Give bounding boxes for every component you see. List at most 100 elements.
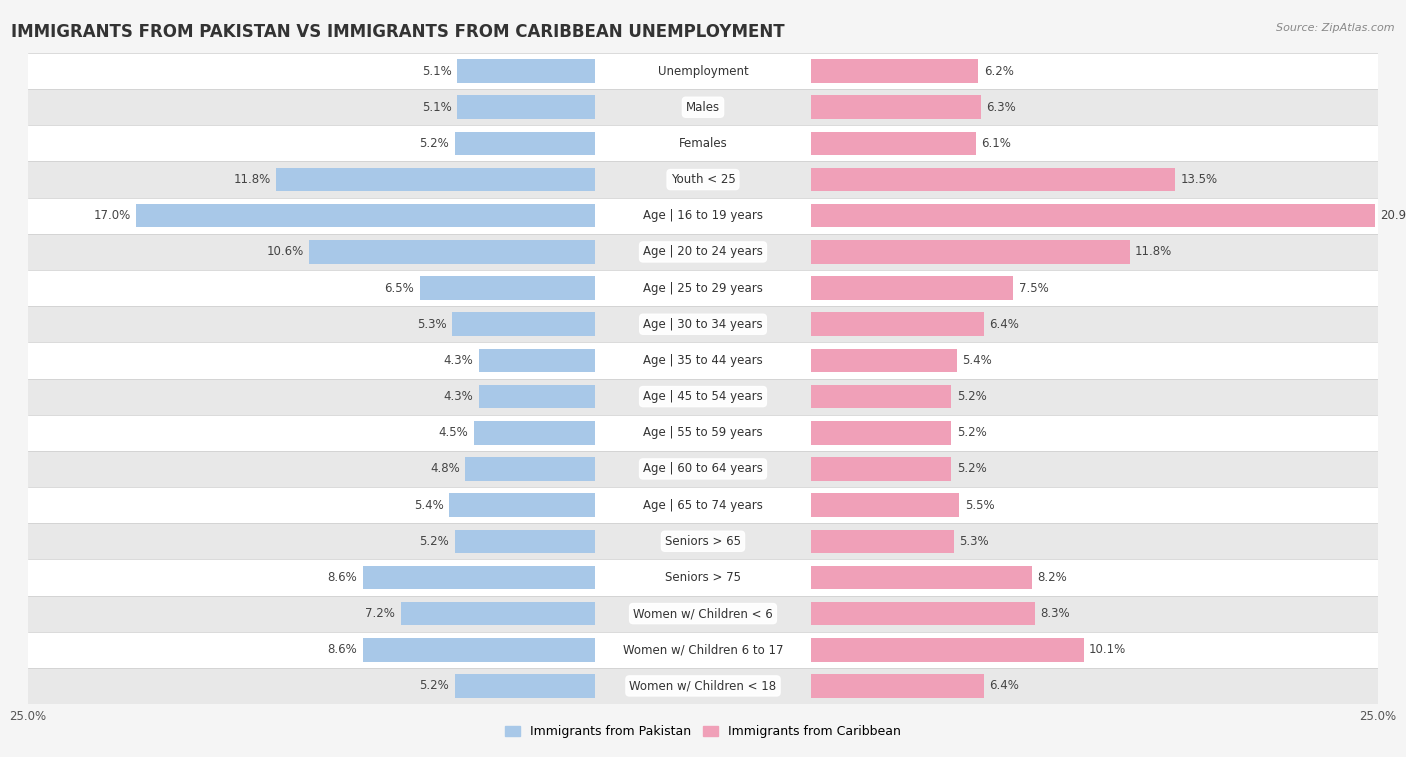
Text: Females: Females — [679, 137, 727, 150]
Text: Source: ZipAtlas.com: Source: ZipAtlas.com — [1277, 23, 1395, 33]
Bar — [811, 313, 984, 336]
Bar — [450, 494, 595, 517]
Bar — [811, 204, 1375, 228]
Text: 5.2%: 5.2% — [956, 463, 987, 475]
Bar — [363, 565, 595, 589]
Bar — [451, 313, 595, 336]
Bar — [28, 451, 1378, 487]
Text: 10.1%: 10.1% — [1090, 643, 1126, 656]
Text: Women w/ Children < 6: Women w/ Children < 6 — [633, 607, 773, 620]
Text: Women w/ Children < 18: Women w/ Children < 18 — [630, 680, 776, 693]
Text: Age | 30 to 34 years: Age | 30 to 34 years — [643, 318, 763, 331]
Bar — [811, 602, 1035, 625]
Text: 5.2%: 5.2% — [419, 137, 450, 150]
Text: 7.5%: 7.5% — [1019, 282, 1049, 294]
Text: Age | 65 to 74 years: Age | 65 to 74 years — [643, 499, 763, 512]
Bar — [465, 457, 595, 481]
Bar — [28, 668, 1378, 704]
Bar — [811, 565, 1032, 589]
Text: Age | 25 to 29 years: Age | 25 to 29 years — [643, 282, 763, 294]
Bar — [811, 168, 1175, 192]
Text: 6.4%: 6.4% — [990, 680, 1019, 693]
Text: 20.9%: 20.9% — [1381, 209, 1406, 223]
Bar — [811, 276, 1014, 300]
Text: IMMIGRANTS FROM PAKISTAN VS IMMIGRANTS FROM CARIBBEAN UNEMPLOYMENT: IMMIGRANTS FROM PAKISTAN VS IMMIGRANTS F… — [11, 23, 785, 41]
Bar — [28, 53, 1378, 89]
Bar — [474, 421, 595, 444]
Text: 5.4%: 5.4% — [962, 354, 991, 367]
Bar — [28, 631, 1378, 668]
Text: 4.5%: 4.5% — [439, 426, 468, 439]
Text: Males: Males — [686, 101, 720, 114]
Bar — [136, 204, 595, 228]
Text: Age | 16 to 19 years: Age | 16 to 19 years — [643, 209, 763, 223]
Bar — [28, 342, 1378, 378]
Bar — [479, 349, 595, 372]
Text: 11.8%: 11.8% — [1135, 245, 1173, 258]
Text: 5.1%: 5.1% — [422, 101, 451, 114]
Bar — [28, 126, 1378, 161]
Bar — [811, 494, 959, 517]
Text: 5.1%: 5.1% — [422, 64, 451, 77]
Text: 13.5%: 13.5% — [1181, 173, 1218, 186]
Bar — [811, 529, 955, 553]
Text: 8.3%: 8.3% — [1040, 607, 1070, 620]
Text: Age | 35 to 44 years: Age | 35 to 44 years — [643, 354, 763, 367]
Text: 8.2%: 8.2% — [1038, 571, 1067, 584]
Bar — [28, 559, 1378, 596]
Text: 6.4%: 6.4% — [990, 318, 1019, 331]
Bar — [401, 602, 595, 625]
Text: 5.4%: 5.4% — [415, 499, 444, 512]
Bar — [811, 349, 956, 372]
Bar — [811, 457, 952, 481]
Bar — [28, 234, 1378, 270]
Bar — [28, 523, 1378, 559]
Bar — [479, 385, 595, 408]
Bar — [457, 95, 595, 119]
Text: Age | 20 to 24 years: Age | 20 to 24 years — [643, 245, 763, 258]
Legend: Immigrants from Pakistan, Immigrants from Caribbean: Immigrants from Pakistan, Immigrants fro… — [499, 721, 907, 743]
Bar — [363, 638, 595, 662]
Text: 5.3%: 5.3% — [418, 318, 447, 331]
Text: Age | 55 to 59 years: Age | 55 to 59 years — [643, 426, 763, 439]
Text: 5.2%: 5.2% — [956, 390, 987, 403]
Text: 17.0%: 17.0% — [93, 209, 131, 223]
Text: 11.8%: 11.8% — [233, 173, 271, 186]
Bar — [28, 487, 1378, 523]
Text: 6.1%: 6.1% — [981, 137, 1011, 150]
Text: 10.6%: 10.6% — [266, 245, 304, 258]
Text: 5.2%: 5.2% — [419, 680, 450, 693]
Text: 4.3%: 4.3% — [444, 354, 474, 367]
Bar — [811, 240, 1129, 263]
Bar — [811, 674, 984, 698]
Text: 4.8%: 4.8% — [430, 463, 460, 475]
Text: Women w/ Children 6 to 17: Women w/ Children 6 to 17 — [623, 643, 783, 656]
Text: Unemployment: Unemployment — [658, 64, 748, 77]
Bar — [309, 240, 595, 263]
Bar — [811, 638, 1084, 662]
Bar — [811, 421, 952, 444]
Bar — [28, 198, 1378, 234]
Bar — [811, 385, 952, 408]
Text: 5.2%: 5.2% — [956, 426, 987, 439]
Text: Age | 60 to 64 years: Age | 60 to 64 years — [643, 463, 763, 475]
Text: 7.2%: 7.2% — [366, 607, 395, 620]
Bar — [454, 674, 595, 698]
Bar — [811, 59, 979, 83]
Text: Seniors > 65: Seniors > 65 — [665, 534, 741, 548]
Bar — [28, 378, 1378, 415]
Text: 5.3%: 5.3% — [959, 534, 988, 548]
Text: 4.3%: 4.3% — [444, 390, 474, 403]
Text: 5.5%: 5.5% — [965, 499, 994, 512]
Bar — [811, 132, 976, 155]
Text: Youth < 25: Youth < 25 — [671, 173, 735, 186]
Bar — [454, 132, 595, 155]
Bar — [419, 276, 595, 300]
Text: 6.5%: 6.5% — [384, 282, 415, 294]
Text: 8.6%: 8.6% — [328, 643, 357, 656]
Text: Seniors > 75: Seniors > 75 — [665, 571, 741, 584]
Bar — [28, 270, 1378, 306]
Text: 6.3%: 6.3% — [987, 101, 1017, 114]
Text: Age | 45 to 54 years: Age | 45 to 54 years — [643, 390, 763, 403]
Bar — [28, 306, 1378, 342]
